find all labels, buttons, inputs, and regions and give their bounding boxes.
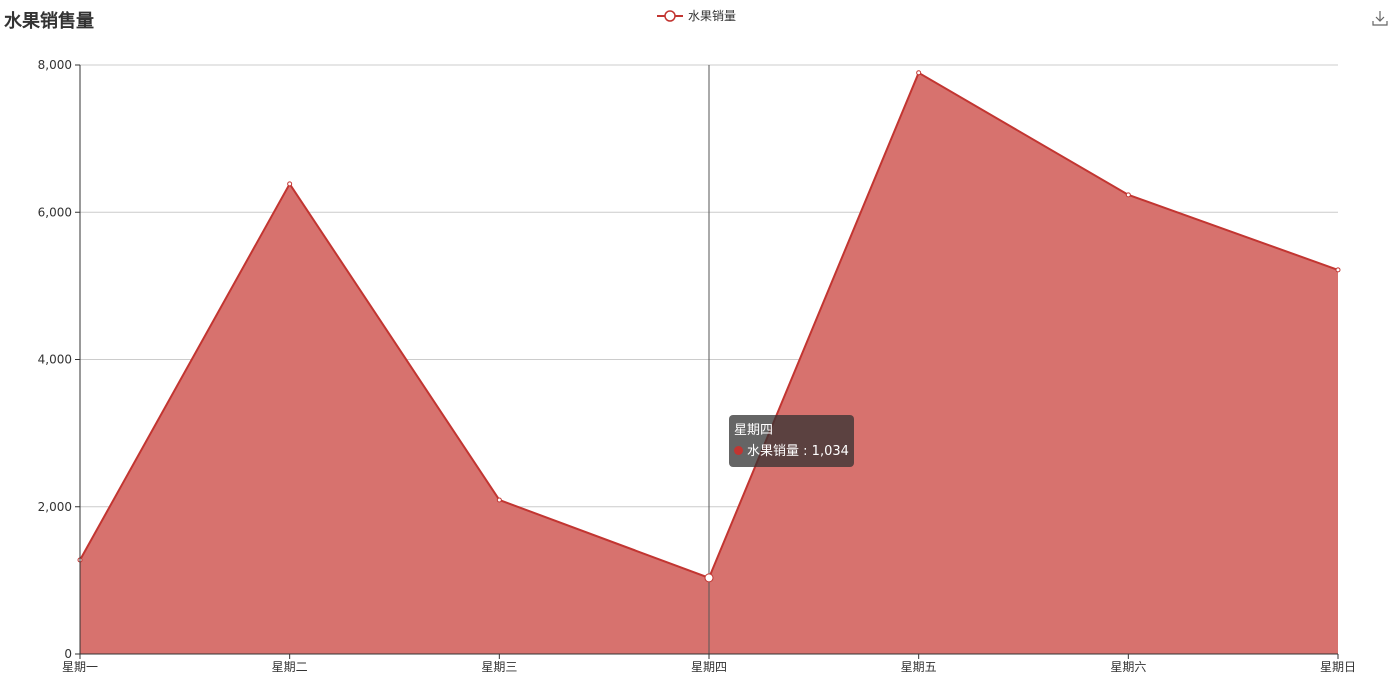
tooltip-series: 水果销量 xyxy=(747,444,800,459)
y-tick-label: 8,000 xyxy=(38,58,72,72)
tooltip-separator: : xyxy=(799,444,812,459)
x-tick-label: 星期六 xyxy=(1110,660,1146,674)
y-tick-label: 0 xyxy=(64,647,72,661)
chart-title: 水果销售量 xyxy=(4,11,94,32)
data-point xyxy=(916,70,922,76)
data-point xyxy=(704,573,714,583)
y-tick-label: 4,000 xyxy=(38,353,72,367)
download-icon xyxy=(1372,11,1388,26)
series-area xyxy=(80,72,1338,654)
x-tick-label: 星期日 xyxy=(1320,660,1356,674)
series-color-dot xyxy=(734,446,743,455)
download-button[interactable] xyxy=(1372,10,1388,30)
legend-label: 水果销量 xyxy=(688,9,737,23)
tooltip: 星期四 水果销量 : 1,034 xyxy=(729,415,854,467)
x-tick-label: 星期一 xyxy=(62,660,98,674)
x-tick-label: 星期五 xyxy=(901,660,937,674)
data-point xyxy=(1125,192,1131,198)
x-tick-label: 星期三 xyxy=(481,660,517,674)
y-tick-label: 6,000 xyxy=(38,205,72,219)
y-tick-label: 2,000 xyxy=(38,500,72,514)
data-point xyxy=(496,497,502,503)
x-tick-label: 星期二 xyxy=(272,660,308,674)
x-tick-label: 星期四 xyxy=(691,660,727,674)
tooltip-value: 1,034 xyxy=(811,444,849,459)
data-point xyxy=(1335,267,1341,273)
legend-item[interactable]: 水果销量 xyxy=(657,7,736,24)
data-point xyxy=(287,181,293,187)
tooltip-category: 星期四 xyxy=(734,423,774,438)
legend-line-circle-icon xyxy=(657,9,683,22)
